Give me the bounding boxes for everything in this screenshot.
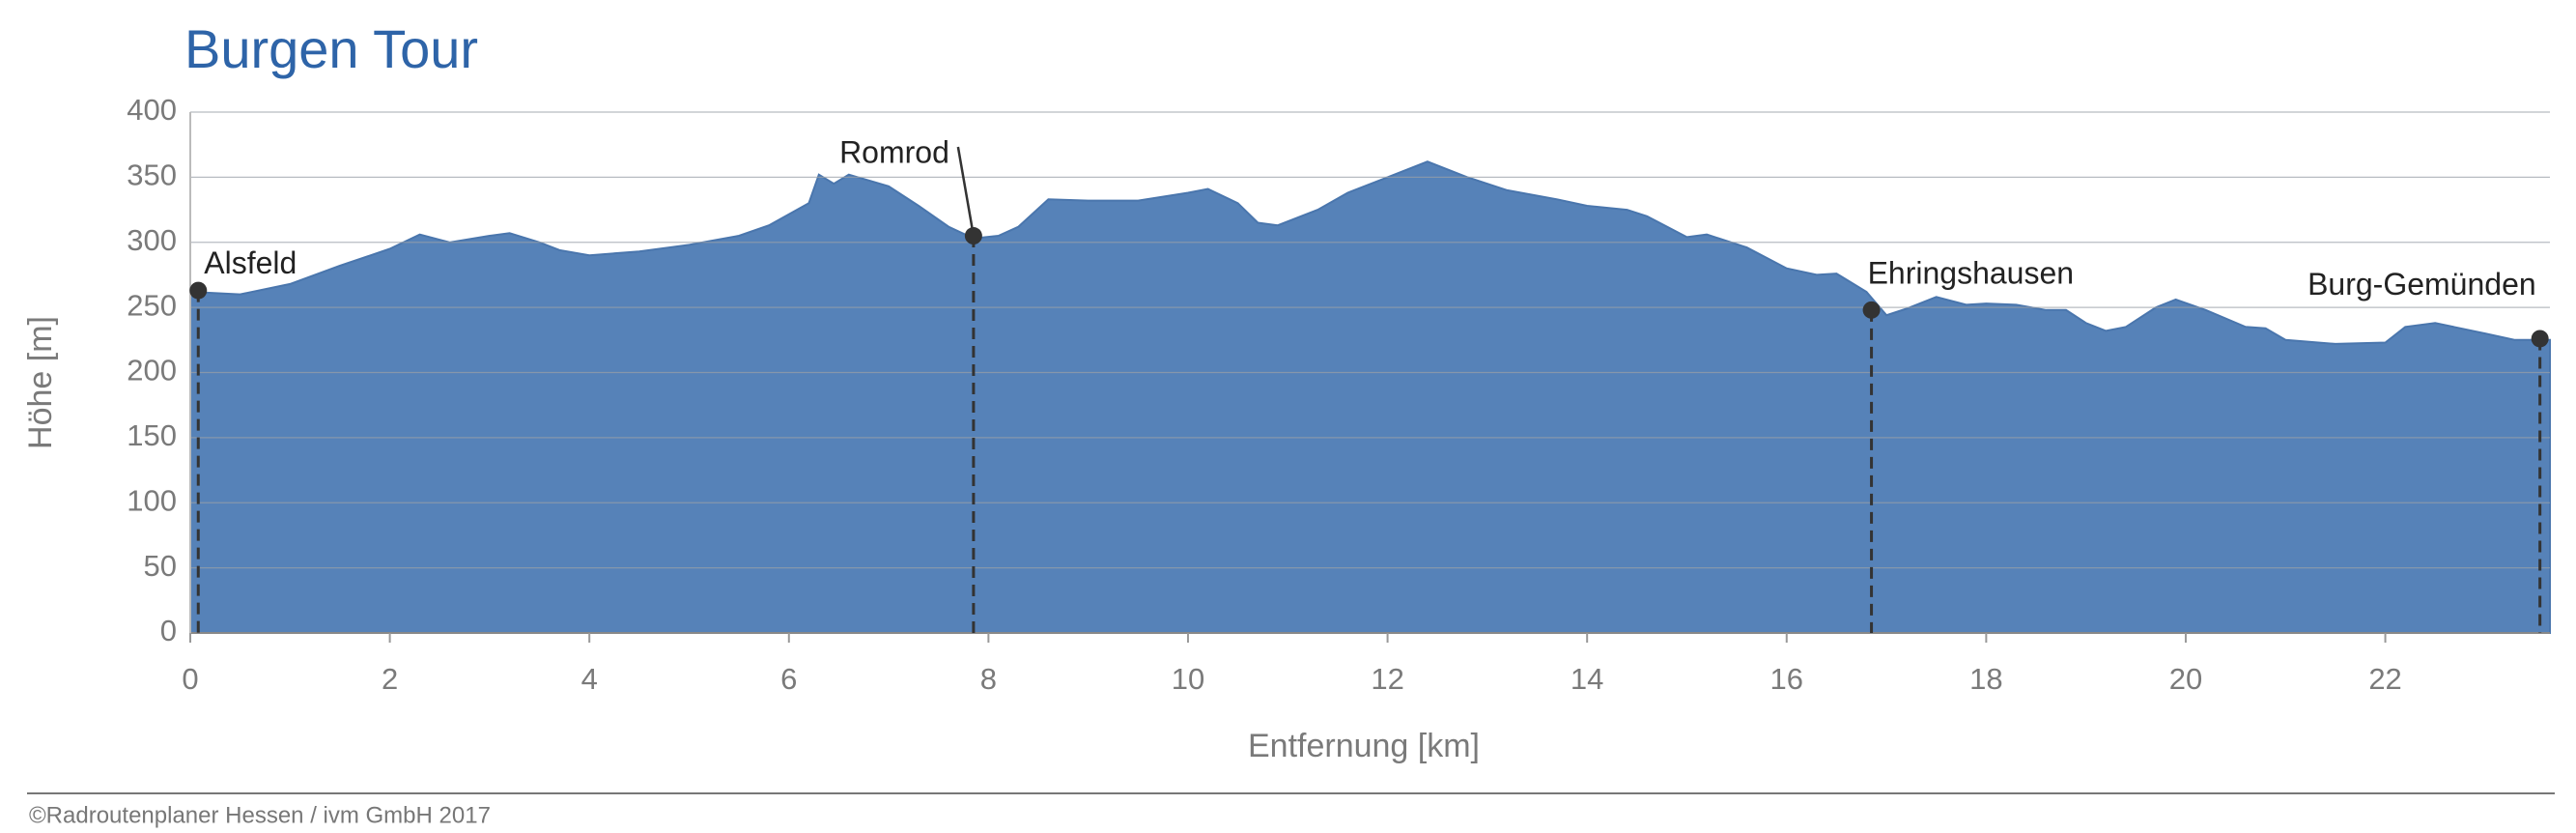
y-tick-label: 0 [160, 614, 177, 647]
y-tick-label: 100 [127, 483, 177, 517]
y-axis-label: Höhe [m] [22, 316, 59, 449]
marker [189, 281, 208, 300]
marker-label: Burg-Gemünden [2307, 267, 2536, 302]
y-tick-label: 250 [127, 288, 177, 322]
x-tick-label: 20 [2169, 662, 2202, 696]
marker [964, 227, 982, 245]
marker-label: Romrod [839, 134, 949, 169]
x-tick-label: 22 [2368, 662, 2401, 696]
y-tick-label: 300 [127, 223, 177, 257]
x-tick-label: 18 [1969, 662, 2002, 696]
x-tick-label: 8 [980, 662, 997, 696]
marker-label: Alsfeld [204, 245, 297, 280]
footer: ©Radroutenplaner Hessen / ivm GmbH 2017 [29, 802, 491, 828]
marker-label: Ehringshausen [1868, 255, 2074, 290]
elevation-area [189, 160, 2551, 634]
x-tick-label: 0 [182, 662, 198, 696]
marker [1862, 301, 1881, 319]
x-tick-label: 14 [1571, 662, 1603, 696]
x-tick-label: 6 [780, 662, 797, 696]
leader-line [956, 146, 976, 237]
x-tick-label: 2 [382, 662, 398, 696]
x-tick-label: 12 [1371, 662, 1403, 696]
marker [2531, 330, 2549, 348]
x-tick-label: 4 [581, 662, 598, 696]
y-tick-label: 50 [144, 549, 177, 583]
x-tick-label: 16 [1770, 662, 1803, 696]
y-tick-label: 400 [127, 93, 177, 127]
y-tick-label: 350 [127, 158, 177, 192]
y-tick-label: 200 [127, 354, 177, 388]
chart-title: Burgen Tour [184, 18, 478, 79]
x-tick-label: 10 [1172, 662, 1204, 696]
y-tick-label: 150 [127, 418, 177, 452]
x-axis-label: Entfernung [km] [1248, 728, 1480, 764]
